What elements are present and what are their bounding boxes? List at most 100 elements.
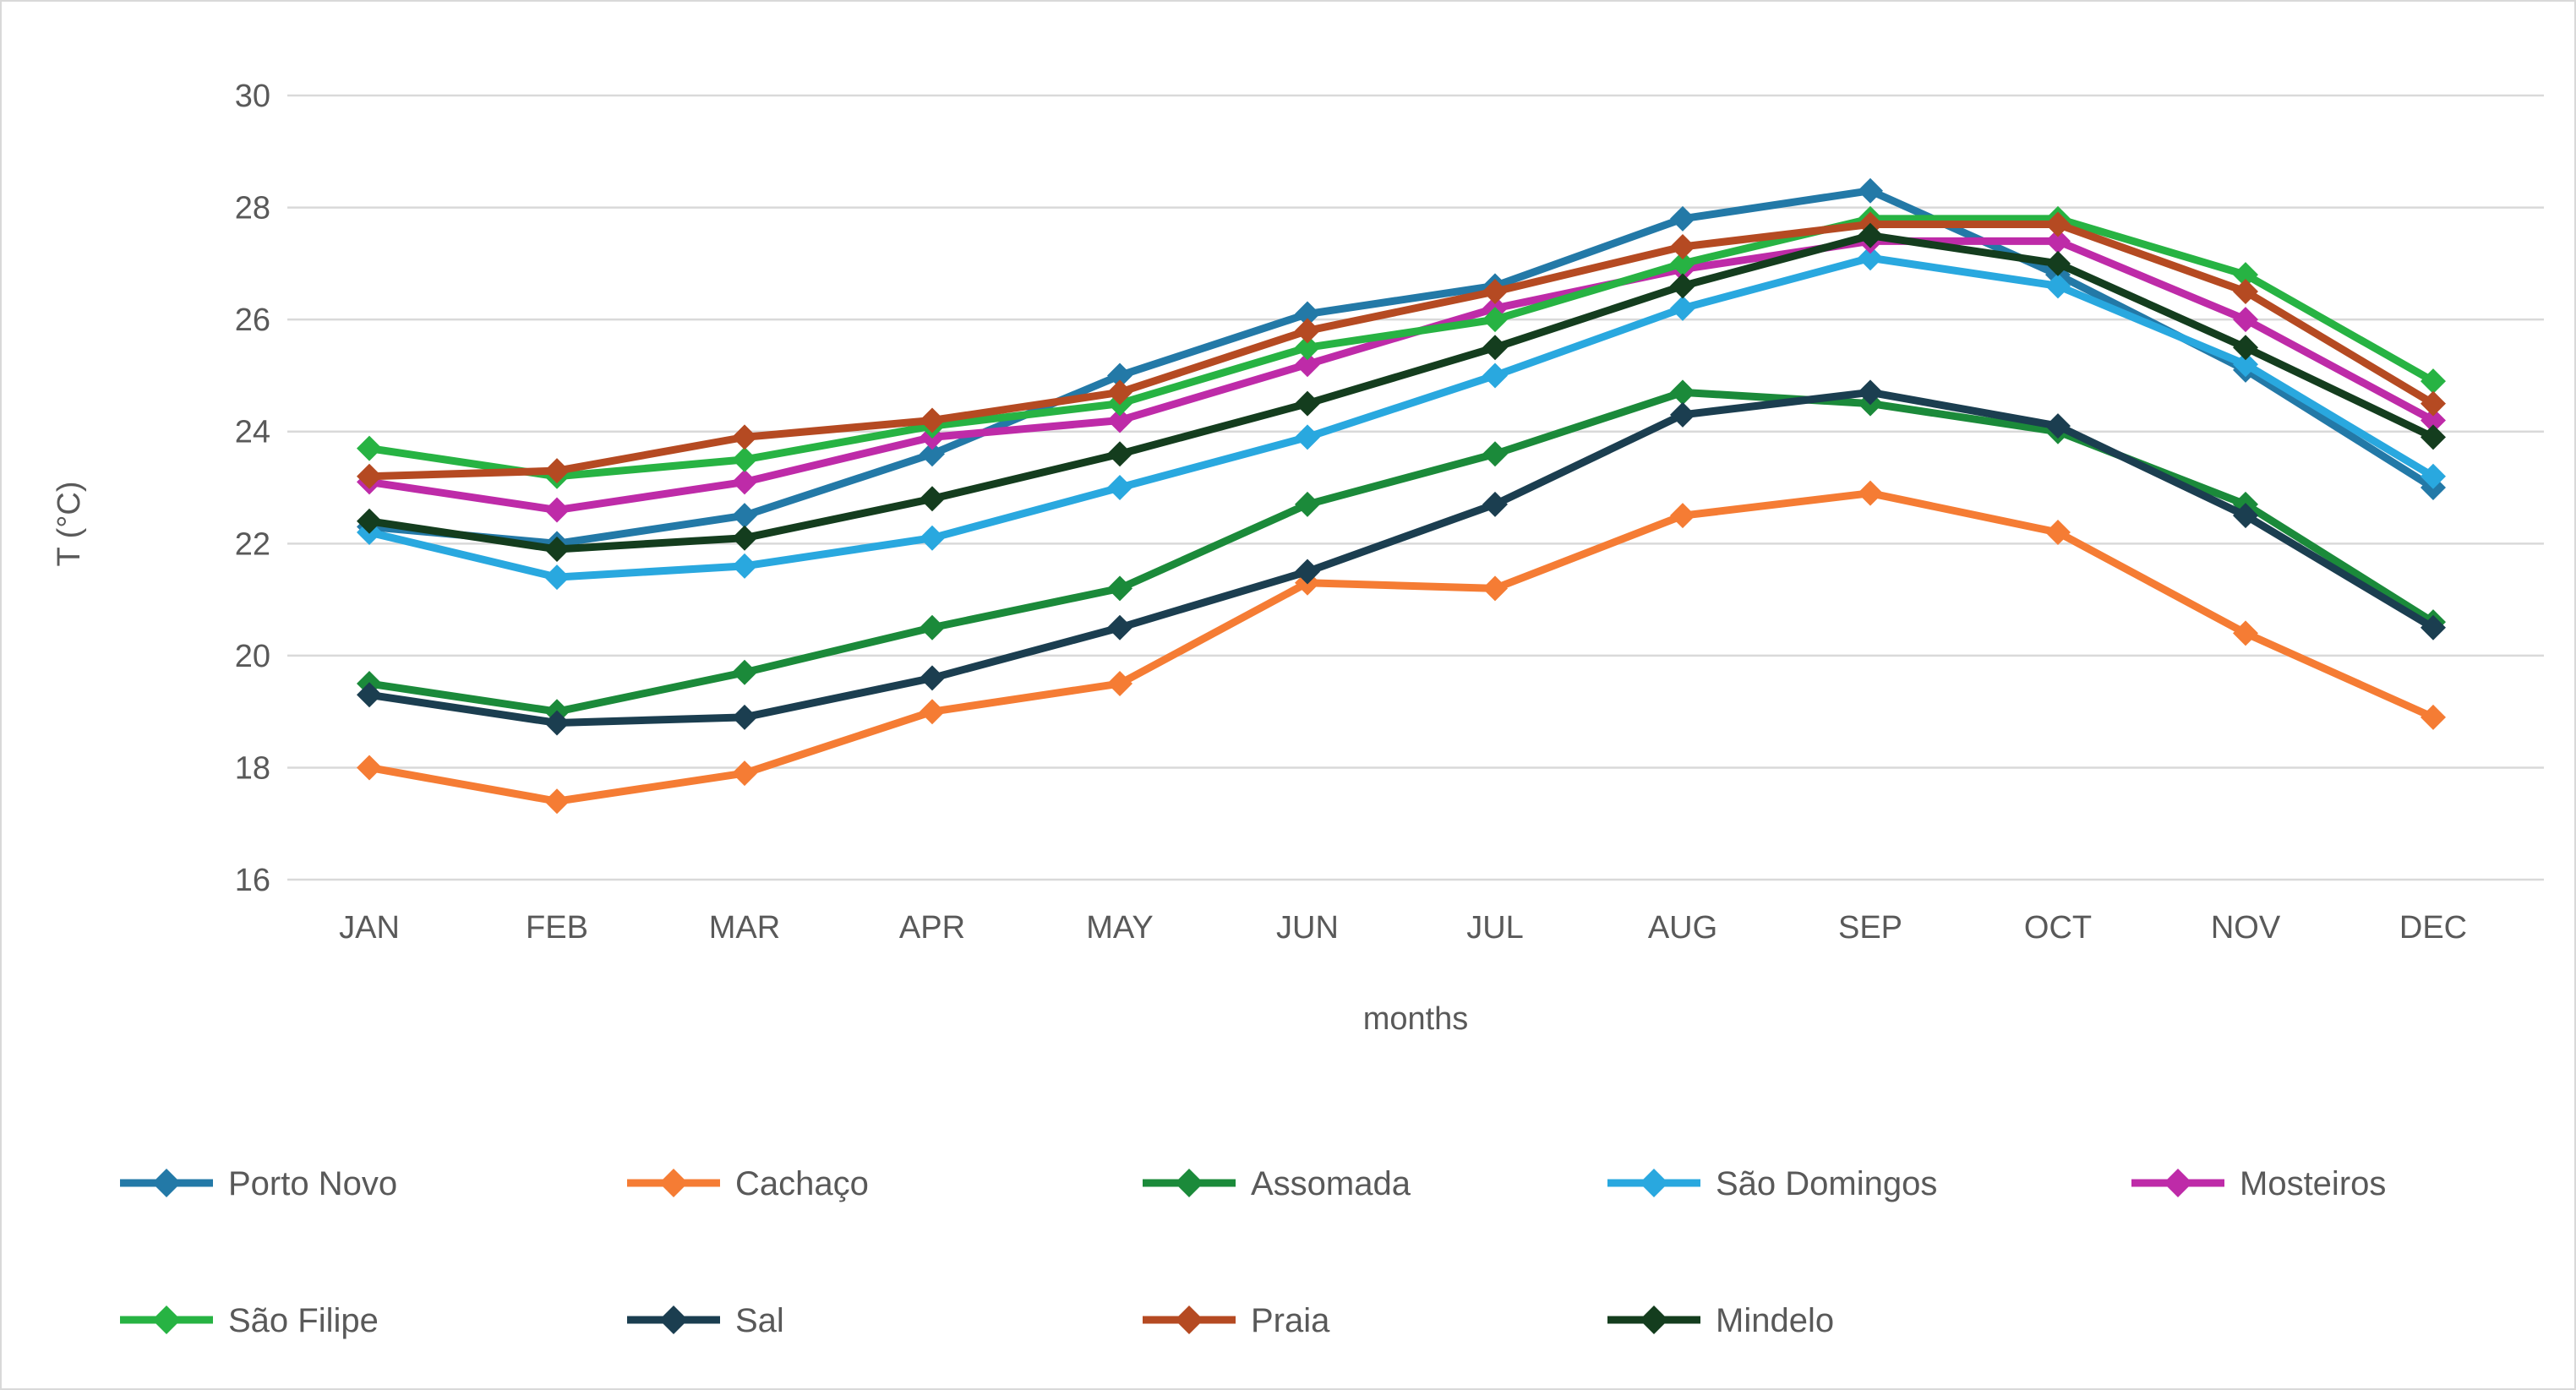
series-marker-sao-domingos-dec <box>2420 463 2446 489</box>
series-marker-mosteiros-may <box>1107 407 1132 433</box>
series-marker-mindelo-jan <box>357 508 382 534</box>
series-marker-mosteiros-nov <box>2233 307 2258 333</box>
x-tick-label-jan: JAN <box>339 910 400 946</box>
series-line-mindelo <box>368 232 2435 553</box>
legend-label-porto-novo: Porto Novo <box>228 1165 397 1202</box>
x-tick-label-nov: NOV <box>2211 910 2281 946</box>
y-tick-label-30: 30 <box>235 79 270 114</box>
legend-label-assomada: Assomada <box>1251 1165 1411 1202</box>
series-marker-sao-filipe-jul <box>1482 307 1508 333</box>
series-marker-mindelo-dec <box>2420 424 2446 450</box>
y-axis-tick-labels: 30 28 26 24 22 20 18 16 <box>235 79 270 898</box>
y-tick-label-26: 26 <box>235 303 270 338</box>
series-marker-assomada-may <box>1107 575 1132 602</box>
series-marker-cachaco-aug <box>1670 503 1695 529</box>
series-marker-sao-domingos-aug <box>1670 295 1695 321</box>
series-marker-sal-apr <box>920 665 945 691</box>
legend-label-sao-filipe: São Filipe <box>228 1302 379 1339</box>
series-marker-porto-novo-jun <box>1295 301 1320 327</box>
series-marker-praia-nov <box>2233 279 2258 305</box>
series-line-porto-novo <box>368 187 2436 548</box>
series-marker-cachaco-jul <box>1482 575 1508 602</box>
series-marker-sal-dec <box>2420 614 2446 640</box>
x-tick-label-oct: OCT <box>2024 910 2092 946</box>
legend-label-sal: Sal <box>735 1302 784 1339</box>
legend-label-sao-domingos: São Domingos <box>1716 1165 1937 1202</box>
series-line-praia <box>368 220 2436 481</box>
series-marker-sao-domingos-jul <box>1482 362 1508 389</box>
series-marker-assomada-apr <box>920 614 945 640</box>
series-marker-porto-novo-sep <box>1858 177 1883 204</box>
legend-item-sao-domingos: São Domingos <box>1607 1165 1937 1202</box>
series-marker-mindelo-may <box>1107 441 1132 467</box>
series-marker-assomada-jul <box>1482 441 1508 467</box>
series-porto-novo <box>357 177 2446 557</box>
series-marker-praia-jun <box>1295 318 1320 344</box>
series-mindelo <box>357 222 2446 562</box>
series-marker-mindelo-feb <box>544 536 570 562</box>
legend-label-praia: Praia <box>1251 1302 1330 1339</box>
series-marker-sal-jul <box>1482 491 1508 517</box>
series-marker-praia-dec <box>2420 390 2446 417</box>
series-marker-mosteiros-dec <box>2420 407 2446 433</box>
x-tick-label-mar: MAR <box>709 910 780 946</box>
series-praia <box>357 211 2446 489</box>
x-axis-tick-labels: JAN FEB MAR APR MAY JUN JUL AUG SEP OCT NOV DEC <box>339 910 2467 946</box>
series-marker-mindelo-jun <box>1295 390 1320 417</box>
series-marker-praia-jul <box>1482 279 1508 305</box>
series-marker-praia-mar <box>732 424 757 450</box>
series-marker-mindelo-jul <box>1482 335 1508 361</box>
series-marker-sao-domingos-oct <box>2045 273 2071 299</box>
series-marker-sao-filipe-aug <box>1670 250 1695 276</box>
legend-label-cachaco: Cachaço <box>735 1165 869 1202</box>
series-marker-sao-domingos-mar <box>732 553 757 579</box>
y-tick-label-22: 22 <box>235 526 270 562</box>
series-marker-mosteiros-mar <box>732 469 757 495</box>
series-marker-sal-mar <box>732 704 757 730</box>
series-line-assomada <box>368 388 2436 716</box>
series-marker-sao-domingos-nov <box>2233 352 2258 378</box>
legend-label-mosteiros: Mosteiros <box>2240 1165 2386 1202</box>
series-marker-praia-jan <box>357 463 382 489</box>
series-marker-sao-domingos-sep <box>1858 245 1883 271</box>
series-line-sal <box>368 388 2436 727</box>
series-marker-cachaco-nov <box>2233 620 2258 646</box>
series-marker-cachaco-may <box>1107 671 1132 697</box>
x-tick-label-sep: SEP <box>1838 910 1902 946</box>
series-marker-mindelo-mar <box>732 525 757 551</box>
series-marker-cachaco-jan <box>357 755 382 781</box>
series-marker-sao-filipe-jan <box>357 435 382 461</box>
series-sal <box>357 379 2446 736</box>
series-marker-sal-jan <box>357 682 382 708</box>
series-marker-sao-filipe-dec <box>2420 368 2446 395</box>
series-marker-sao-domingos-feb <box>544 564 570 591</box>
series-marker-mindelo-nov <box>2233 335 2258 361</box>
legend-item-porto-novo: Porto Novo <box>120 1165 397 1202</box>
legend-swatch-marker-porto-novo <box>152 1169 181 1197</box>
series-marker-cachaco-sep <box>1858 480 1883 506</box>
legend-swatch-marker-sao-domingos <box>1640 1169 1668 1197</box>
y-axis-title: T (°C) <box>52 481 87 566</box>
legend-item-assomada: Assomada <box>1143 1165 1411 1202</box>
series-marker-cachaco-oct <box>2045 520 2071 546</box>
legend-item-cachaco: Cachaço <box>627 1165 869 1202</box>
series-marker-porto-novo-mar <box>732 503 757 529</box>
legend-swatch-marker-sao-filipe <box>152 1306 181 1334</box>
series-marker-praia-may <box>1107 379 1132 406</box>
x-tick-label-feb: FEB <box>526 910 588 946</box>
series-marker-sal-nov <box>2233 503 2258 529</box>
series-marker-sao-filipe-nov <box>2233 262 2258 288</box>
legend-item-mosteiros: Mosteiros <box>2131 1165 2386 1202</box>
x-axis-title: months <box>1363 1001 1469 1037</box>
series-marker-cachaco-mar <box>732 760 757 787</box>
series-marker-praia-oct <box>2045 211 2071 237</box>
series-marker-sal-feb <box>544 710 570 736</box>
y-tick-label-24: 24 <box>235 415 270 450</box>
series-marker-mosteiros-oct <box>2045 228 2071 254</box>
y-tick-label-28: 28 <box>235 191 270 226</box>
series-marker-praia-feb <box>544 458 570 484</box>
x-tick-label-jul: JUL <box>1466 910 1524 946</box>
series-line-cachaco <box>368 489 2435 805</box>
